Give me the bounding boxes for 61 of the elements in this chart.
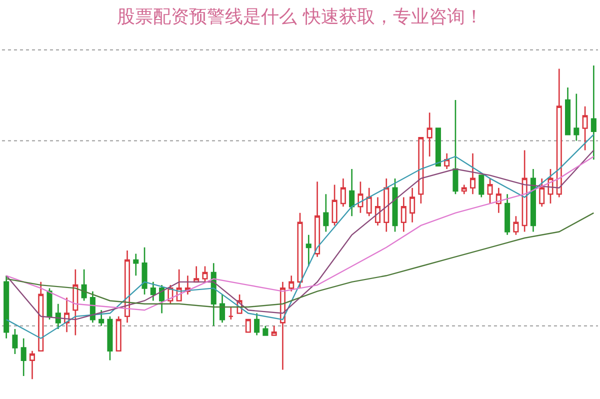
candlestick: [358, 180, 364, 214]
candlestick: [426, 112, 432, 158]
candlestick: [513, 215, 519, 236]
candlestick: [98, 309, 104, 326]
candlestick: [288, 275, 294, 292]
candlestick: [133, 253, 139, 276]
candlestick: [254, 312, 260, 336]
candlestick: [487, 178, 493, 204]
candlestick: [29, 350, 35, 380]
candlestick: [444, 152, 450, 170]
candlestick: [374, 196, 381, 226]
candlestick: [142, 246, 148, 296]
candlestick: [504, 193, 510, 236]
candlestick: [590, 64, 596, 160]
candlestick: [332, 184, 338, 226]
candlestick: [478, 174, 484, 198]
candlestick: [194, 266, 200, 283]
candlestick: [116, 316, 122, 352]
candlestick: [202, 266, 208, 283]
candlestick: [159, 284, 165, 314]
candlestick: [46, 288, 52, 320]
candlestick: [496, 187, 502, 214]
candlestick: [306, 234, 312, 267]
candlestick: [565, 86, 571, 136]
candlestick: [323, 193, 329, 232]
candlestick: [392, 178, 398, 232]
candlestick: [522, 150, 528, 232]
candlestick: [539, 178, 545, 208]
candlestick: [435, 128, 441, 167]
candlestick: [4, 275, 10, 340]
candlestick: [530, 168, 536, 232]
candlestick: [384, 178, 390, 232]
candlestick: [262, 325, 268, 336]
candlestick: [410, 187, 416, 223]
candlestick: [366, 187, 372, 217]
candlestick: [349, 168, 355, 217]
candlestick: [556, 68, 562, 198]
candlestick: [314, 180, 320, 258]
candlestick: [400, 196, 406, 232]
candlestick: [340, 178, 346, 208]
candlestick: [574, 93, 580, 142]
candlestick: [150, 281, 156, 302]
candlestick: [72, 268, 78, 336]
candlestick: [461, 184, 467, 195]
candlestick: [582, 106, 588, 151]
candlestick: [228, 306, 234, 320]
candlestick: [418, 137, 424, 204]
candlestick: [55, 303, 61, 330]
candlestick: [271, 325, 277, 336]
candlestick: [20, 338, 26, 377]
candlestick: [38, 281, 44, 352]
candlestick: [107, 316, 113, 361]
candlestick: [470, 152, 476, 195]
candlestick: [81, 268, 87, 302]
candlestick: [245, 318, 251, 333]
candlestick: [219, 294, 226, 324]
candlestick: [12, 328, 18, 355]
candlestick: [297, 212, 303, 289]
chart-title: 股票配资预警线是什么 快速获取，专业咨询！: [117, 6, 483, 28]
candlestick: [124, 250, 130, 324]
candlestick: [452, 99, 458, 195]
